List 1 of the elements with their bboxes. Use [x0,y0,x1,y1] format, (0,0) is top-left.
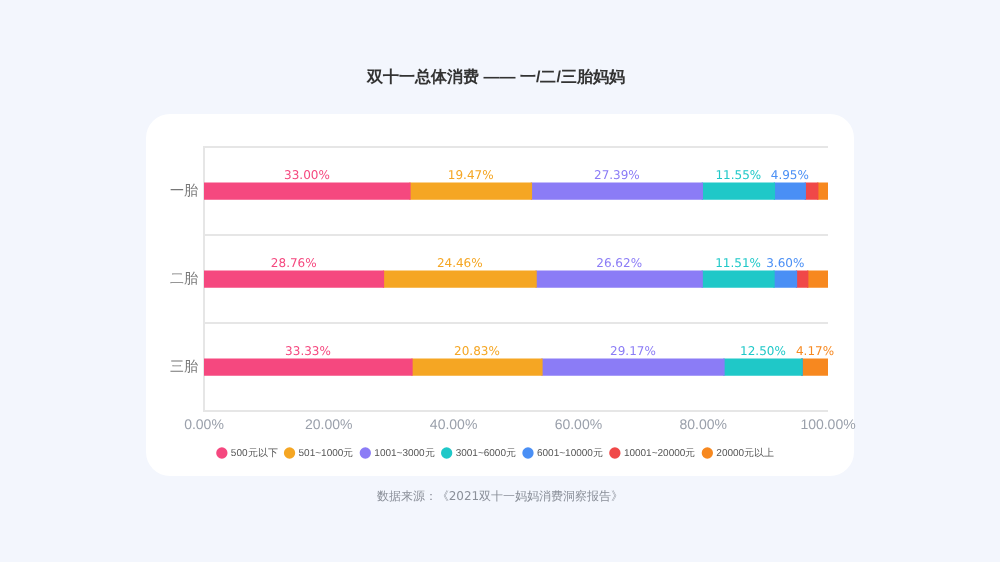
chart-title: 双十一总体消费 —— 一/二/三胎妈妈 [365,68,625,87]
